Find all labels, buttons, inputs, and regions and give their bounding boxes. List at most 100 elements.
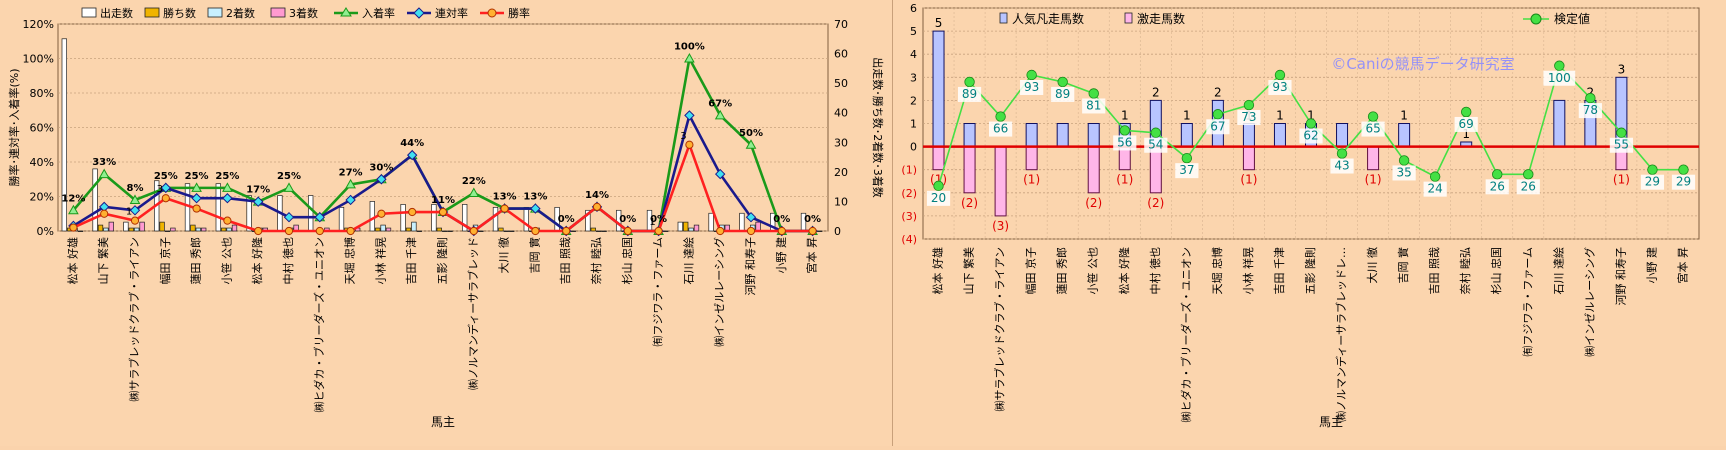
- test-value-label-bg: [1640, 174, 1665, 190]
- data-label: 0%: [773, 214, 790, 225]
- bar-勝ち数: [590, 227, 596, 232]
- y-left-axis-label: 勝率･連対率･入着率(%): [7, 68, 21, 186]
- bar-3着数: [139, 221, 145, 232]
- test-value-marker: [1585, 92, 1596, 104]
- bar-出走数: [739, 212, 745, 232]
- bar-出走数: [585, 209, 591, 232]
- bar-3着数: [509, 230, 515, 232]
- marker-入着率: [745, 139, 757, 149]
- x-tick-label: 石川 達絵: [681, 237, 695, 285]
- test-value-label: 20: [931, 191, 946, 205]
- count-label: 3: [680, 131, 686, 142]
- test-value-label: 37: [1179, 163, 1194, 177]
- bar-3着数: [693, 224, 700, 232]
- test-value-label: 93: [1024, 80, 1039, 94]
- test-value-label-bg: [1299, 128, 1323, 144]
- x-tick-label: 山下 繁美: [96, 237, 110, 285]
- bar-出走数: [462, 204, 468, 232]
- marker-勝率: [438, 207, 448, 217]
- y-tick-label: 1: [910, 118, 917, 131]
- bar-popular-flop: [963, 123, 976, 148]
- y-right-tick-label: 50: [834, 77, 848, 90]
- bar-popular-flop: [1553, 99, 1566, 148]
- marker-入着率: [684, 52, 695, 63]
- y-right-tick-label: 20: [834, 166, 848, 179]
- test-value-marker: [1088, 88, 1099, 99]
- marker-連対率: [714, 168, 726, 180]
- data-label: 13%: [523, 192, 547, 203]
- marker-勝率: [654, 226, 663, 236]
- y-tick-label: 2: [910, 94, 917, 107]
- y-right-tick-label: 40: [834, 107, 848, 120]
- marker-勝率: [192, 204, 201, 213]
- marker-入着率: [714, 109, 726, 120]
- test-value-marker: [1026, 69, 1037, 81]
- marker-勝率: [130, 216, 140, 225]
- marker-連対率: [283, 211, 295, 223]
- x-tick-label: 中村 徳也: [1148, 247, 1162, 295]
- x-tick-label: 吉岡 實: [1396, 247, 1410, 284]
- bar-3着数: [170, 227, 176, 232]
- y-left-tick-label: 80%: [30, 87, 54, 100]
- legend-swatch: [1124, 12, 1133, 24]
- legend-label: 入着率: [362, 6, 395, 20]
- test-value-label-bg: [926, 190, 951, 206]
- bar-upset: [932, 146, 945, 171]
- bar-3着数: [817, 230, 823, 232]
- bar-勝ち数: [221, 227, 227, 232]
- x-tick-label: 松本 好雄: [931, 247, 945, 295]
- test-value-label: 56: [1117, 135, 1132, 149]
- y-tick-label: 3: [910, 71, 917, 84]
- test-value-label-bg: [1671, 174, 1696, 190]
- marker-入着率: [468, 187, 480, 198]
- x-tick-label: 杉山 忠国: [1489, 247, 1503, 295]
- bar-2着数: [380, 224, 386, 232]
- owner-performance-svg: 0% 20% 40% 60% 80% 100% 120% 0 10 20 30 40 50 60 70 勝率･…: [7, 6, 885, 429]
- bar-popular-flop: [1025, 123, 1038, 148]
- x-tick-label: 吉田 千津: [405, 237, 418, 285]
- test-value-marker: [1119, 125, 1130, 136]
- marker-入着率: [283, 182, 295, 192]
- bar-勝ち数: [375, 227, 381, 232]
- test-value-label: 73: [1241, 110, 1256, 124]
- bar-upset-label: (1): [1240, 173, 1257, 187]
- bar-出走数: [215, 183, 221, 232]
- bar-出走数: [123, 221, 129, 232]
- data-label: 12%: [61, 193, 85, 204]
- marker-勝率: [716, 226, 725, 236]
- x-tick-label: ㈱ノルマンディーサラブレッドレ…: [1334, 247, 1348, 422]
- count-label: 1: [126, 207, 132, 218]
- x-tick-label: 幅田 京子: [1024, 247, 1038, 295]
- test-value-label-bg: [1361, 121, 1385, 137]
- bar-勝ち数: [436, 227, 442, 232]
- y-left-tick-label: 60%: [30, 122, 54, 135]
- y-tick-label: 5: [910, 25, 917, 38]
- bar-count-label: 3: [1618, 62, 1626, 76]
- test-value-label: 24: [1428, 182, 1443, 196]
- test-value-marker: [995, 111, 1006, 122]
- data-label: 25%: [277, 171, 301, 182]
- test-value-label-bg: [1485, 179, 1509, 195]
- marker-連対率: [252, 196, 264, 207]
- bar-2着数: [226, 227, 232, 232]
- bar-count-label: 2: [1587, 85, 1595, 99]
- data-label: 25%: [185, 171, 209, 182]
- bar-2着数: [411, 221, 417, 232]
- test-value-label: 62: [1303, 129, 1318, 143]
- x-tick-label: 大川 徹: [1365, 247, 1379, 284]
- x-tick-label: ㈱ヒダカ・ブリーダーズ・ユニオン: [312, 237, 326, 412]
- bar-出走数: [523, 206, 529, 232]
- x-tick-label: 宮本 昇: [805, 237, 819, 274]
- test-value-label: 89: [1055, 87, 1070, 101]
- test-value-marker: [1336, 148, 1348, 159]
- marker-勝率: [623, 226, 632, 236]
- test-value-marker: [1181, 152, 1193, 164]
- y-left-tick-label: 100%: [23, 53, 54, 66]
- marker-勝率: [161, 194, 170, 203]
- bar-3着数: [447, 230, 453, 232]
- bar-popular-flop: [1273, 123, 1286, 148]
- bar-勝ち数: [498, 227, 504, 232]
- bar-upset-label: (1): [1365, 173, 1382, 187]
- bar-出走数: [431, 204, 437, 232]
- marker-連対率: [160, 182, 172, 194]
